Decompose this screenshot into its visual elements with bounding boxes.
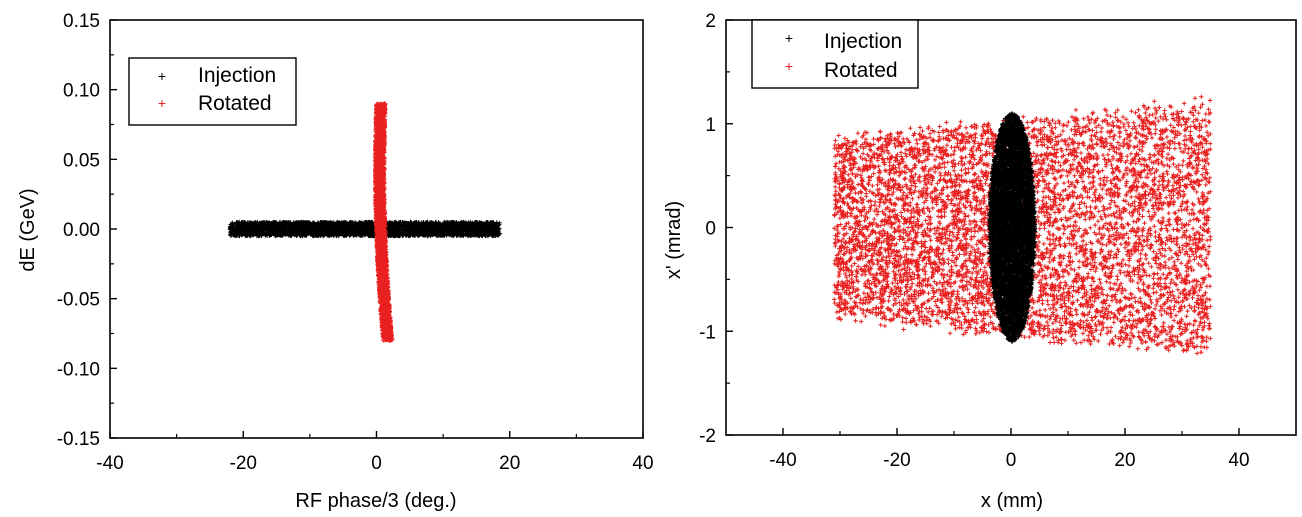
y-tick-label: -2: [699, 426, 716, 447]
right-legend-marker-rotated: +: [785, 58, 793, 74]
right-legend-marker-injection: +: [785, 30, 793, 46]
phase-space-longitudinal-plot: -40 -20 0 20 40 -0.15 -0.10 -0.05 0.00 0.05 0.10 0.…: [17, 11, 654, 512]
right-legend-label-injection: Injection: [824, 30, 902, 53]
x-tick-label: -20: [883, 450, 910, 471]
y-tick-label: 0.15: [63, 11, 100, 32]
left-scatter-points: [227, 101, 502, 343]
x-tick-label: -20: [230, 453, 257, 474]
y-tick-label: 1: [705, 115, 716, 136]
right-scatter-points: [832, 94, 1213, 356]
left-legend-label-injection: Injection: [198, 64, 276, 87]
right-legend-box: [751, 19, 919, 89]
phase-space-transverse-plot: -40 -20 0 20 40 -2 -1 0 1 2 x (mm) x' (mrad) + In…: [663, 11, 1297, 512]
x-tick-label: -40: [96, 453, 123, 474]
left-legend-marker-rotated: +: [158, 95, 166, 111]
right-legend-label-rotated: Rotated: [824, 59, 898, 82]
series-rotated-points: [372, 101, 395, 343]
series-injection-points: [227, 219, 502, 239]
y-tick-label: 0: [705, 219, 716, 240]
series-injection-points: [987, 111, 1038, 344]
y-tick-label: 0.00: [63, 220, 100, 241]
x-tick-label: 0: [371, 453, 382, 474]
y-tick-label: -0.10: [57, 359, 100, 380]
x-tick-label: 40: [1228, 450, 1249, 471]
left-legend-box: [128, 57, 297, 126]
x-tick-label: -40: [769, 450, 796, 471]
x-tick-label: 20: [499, 453, 520, 474]
x-tick-label: 20: [1114, 450, 1135, 471]
right-axis-ticks: -40 -20 0 20 40 -2 -1 0 1 2: [699, 11, 1249, 471]
x-tick-label: 40: [632, 453, 653, 474]
left-y-axis-label: dE (GeV): [17, 188, 39, 271]
right-y-axis-label: x' (mrad): [663, 201, 685, 279]
y-tick-label: 2: [705, 11, 716, 32]
left-legend-label-rotated: Rotated: [198, 92, 272, 115]
y-tick-label: 0.10: [63, 81, 100, 102]
y-tick-label: -0.15: [57, 429, 100, 450]
y-tick-label: 0.05: [63, 150, 100, 171]
y-tick-label: -0.05: [57, 290, 100, 311]
x-tick-label: 0: [1006, 450, 1017, 471]
right-legend: + Injection + Rotated: [751, 19, 919, 89]
left-axis-ticks: -40 -20 0 20 40 -0.15 -0.10 -0.05 0.00 0.05 0.10 0.…: [57, 11, 654, 474]
right-x-axis-label: x (mm): [981, 490, 1043, 512]
left-legend-marker-injection: +: [158, 68, 166, 84]
y-tick-label: -1: [699, 322, 716, 343]
left-legend: + Injection + Rotated: [128, 57, 297, 126]
left-x-axis-label: RF phase/3 (deg.): [295, 490, 456, 512]
